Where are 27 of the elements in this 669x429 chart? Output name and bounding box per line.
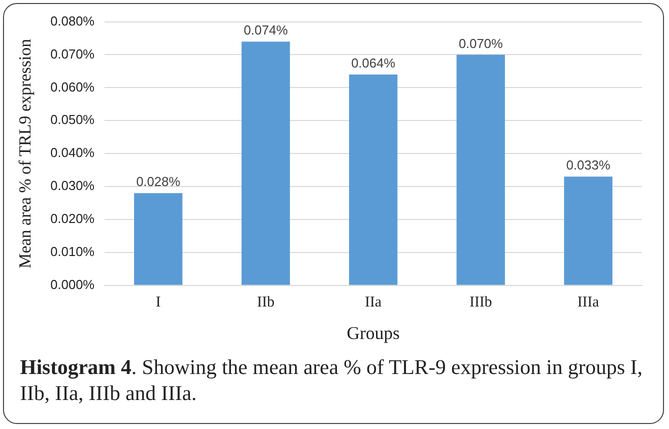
x-tick-label: IIb — [256, 294, 274, 310]
y-tick-label: 0.030% — [50, 178, 95, 194]
x-tick-label: IIIb — [469, 294, 492, 310]
x-tick-label: I — [156, 294, 161, 310]
data-label: 0.070% — [458, 36, 504, 51]
y-axis-title: Mean area % of TRL9 expression — [16, 38, 35, 268]
data-label: 0.033% — [566, 158, 611, 173]
text: Histogram 4. Showing the mean area % of TLR-9 expression in groups I, IIb, IIa, IIIb and IIIa. — [20, 355, 642, 405]
y-tick-label: 0.020% — [50, 211, 95, 226]
x-tick-label: IIIa — [577, 294, 600, 310]
y-tick-label: 0.050% — [50, 112, 95, 128]
bar — [564, 176, 612, 285]
bar — [134, 193, 182, 285]
bar — [242, 42, 290, 285]
y-tick-label: 0.080% — [50, 13, 95, 28]
y-tick-label: 0.040% — [50, 145, 95, 160]
x-tick-label: IIa — [364, 294, 382, 310]
y-tick-label: 0.060% — [50, 79, 95, 94]
data-label: 0.028% — [136, 174, 181, 190]
y-tick-label: 0.010% — [50, 244, 95, 260]
bar — [349, 74, 398, 285]
x-axis-title: Groups — [346, 322, 400, 343]
bar — [456, 54, 505, 285]
data-label: 0.064% — [351, 56, 396, 71]
y-tick-label: 0.070% — [50, 46, 95, 62]
data-label: 0.074% — [244, 22, 288, 38]
y-tick-label: 0.000% — [50, 276, 95, 292]
